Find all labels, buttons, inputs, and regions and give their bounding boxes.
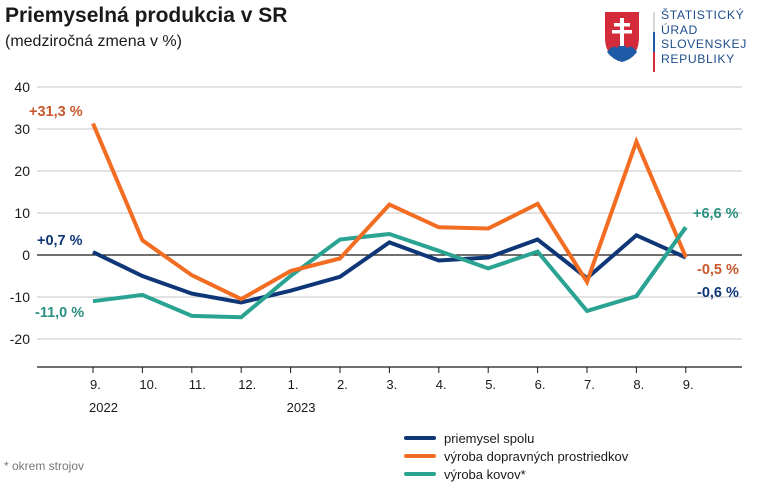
- data-label: -11,0 %: [35, 305, 84, 321]
- y-tick-label: 20: [14, 163, 30, 179]
- x-tick-label: 11.: [189, 377, 206, 392]
- x-tick-label: 12.: [238, 377, 256, 392]
- logo-line: ÚRAD: [661, 22, 698, 37]
- x-tick-label: 2.: [337, 377, 348, 392]
- statistical-office-logo: ŠTATISTICKÝ ÚRAD SLOVENSKEJ REPUBLIKY: [603, 8, 753, 72]
- x-tick-label: 4.: [436, 377, 447, 392]
- chart-subtitle: (medziročná zmena v %): [5, 33, 182, 50]
- data-label: +0,7 %: [37, 233, 83, 249]
- x-tick-label: 1.: [288, 377, 299, 392]
- series-line-segment: [634, 226, 688, 298]
- logo-line: ŠTATISTICKÝ: [661, 8, 745, 22]
- x-tick-label: 5.: [485, 377, 496, 392]
- coat-of-arms-icon: [605, 12, 655, 72]
- line-chart: 40 30 20 10 0 -10 -20 9. 10. 11. 12. 1. 2. 3. 4. 5. 6. 7…: [10, 79, 742, 415]
- legend-item: výroba dopravných prostriedkov: [404, 447, 628, 465]
- y-tick-label: 40: [14, 79, 30, 95]
- legend-item: priemysel spolu: [404, 429, 628, 447]
- legend-swatch: [404, 436, 436, 440]
- y-tick-label: 0: [22, 247, 30, 263]
- footnote: * okrem strojov: [4, 459, 85, 473]
- legend-label: priemysel spolu: [444, 430, 535, 446]
- legend-item: výroba kovov*: [404, 465, 628, 483]
- x-tick-label: 9.: [90, 377, 101, 392]
- x-tick-label: 7.: [584, 377, 595, 392]
- logo-line: REPUBLIKY: [661, 51, 735, 66]
- data-annotations: +31,3 % +0,7 % -11,0 % +6,6 % -0,5 % -0,6 %: [29, 104, 739, 321]
- legend-label: výroba dopravných prostriedkov: [444, 448, 629, 464]
- x-year-label: 2023: [287, 400, 316, 415]
- x-tick-label: 6.: [535, 377, 546, 392]
- x-tick-label: 9.: [683, 377, 694, 392]
- x-tick-label: 8.: [633, 377, 644, 392]
- x-tick-label: 10.: [139, 377, 157, 392]
- y-tick-label: -20: [10, 331, 30, 347]
- legend-label: výroba kovov*: [444, 466, 526, 482]
- y-tick-label: 10: [14, 205, 30, 221]
- legend: priemysel spolu výroba dopravných prostr…: [404, 429, 628, 483]
- gridlines: [37, 86, 742, 340]
- legend-swatch: [404, 454, 436, 458]
- series-line: [91, 122, 688, 302]
- x-tick-label: 3.: [386, 377, 397, 392]
- series-lines: [91, 122, 688, 320]
- data-label: +31,3 %: [29, 104, 83, 120]
- logo-text: ŠTATISTICKÝ ÚRAD SLOVENSKEJ REPUBLIKY: [661, 8, 747, 66]
- x-axis: 9. 10. 11. 12. 1. 2. 3. 4. 5. 6. 7. 8. 9. 2022 2023: [37, 366, 742, 415]
- chart-title: Priemyselná produkcia v SR: [5, 4, 288, 27]
- y-tick-label: 30: [14, 121, 30, 137]
- data-label: +6,6 %: [693, 206, 739, 222]
- data-label: -0,5 %: [697, 262, 739, 278]
- y-tick-label: -10: [10, 289, 30, 305]
- y-axis-ticks: 40 30 20 10 0 -10 -20: [10, 79, 30, 347]
- data-label: -0,6 %: [697, 285, 739, 301]
- x-year-label: 2022: [89, 400, 118, 415]
- series-line: [92, 226, 688, 320]
- logo-line: SLOVENSKEJ: [661, 37, 747, 51]
- legend-swatch: [404, 472, 436, 476]
